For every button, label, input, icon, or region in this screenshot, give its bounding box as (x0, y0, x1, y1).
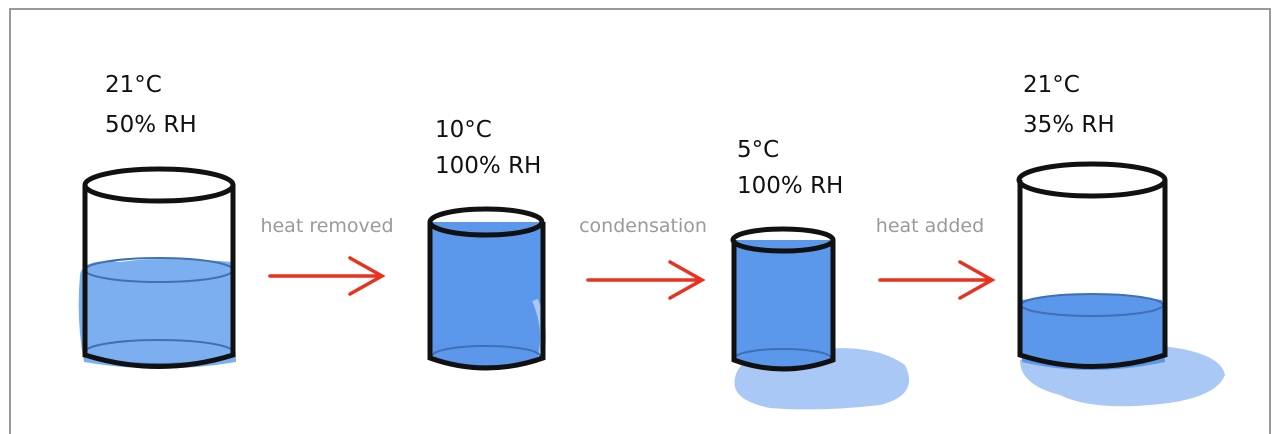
transition-label: heat removed (260, 215, 393, 237)
arrow (268, 256, 386, 296)
glass (427, 206, 547, 371)
transition-label: condensation (579, 215, 707, 237)
stage-humidity: 35% RH (1023, 112, 1115, 138)
stage-humidity: 100% RH (435, 153, 541, 179)
arrow (586, 260, 706, 300)
arrow (878, 260, 996, 300)
transition-label: heat added (876, 215, 984, 237)
stage-temperature: 21°C (1023, 72, 1080, 98)
glass (730, 226, 910, 410)
stage-humidity: 50% RH (105, 112, 197, 138)
glass (1016, 161, 1225, 407)
glass (78, 166, 237, 369)
stage-temperature: 5°C (737, 137, 779, 163)
stage-temperature: 21°C (105, 72, 162, 98)
frame (9, 8, 1271, 434)
stage-humidity: 100% RH (737, 173, 843, 199)
stage-temperature: 10°C (435, 117, 492, 143)
